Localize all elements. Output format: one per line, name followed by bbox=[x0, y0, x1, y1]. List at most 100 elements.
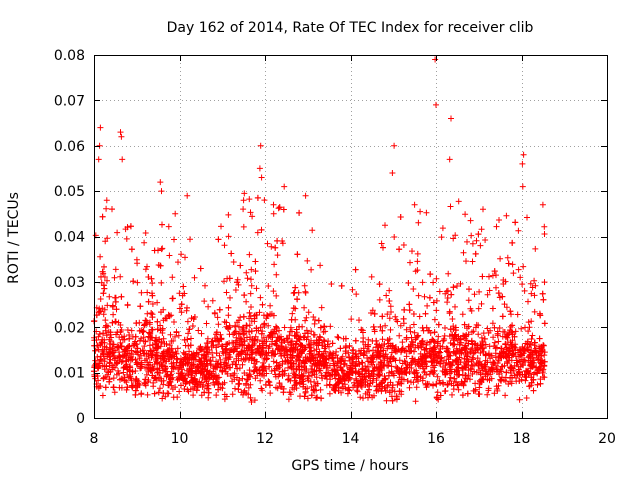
data-point bbox=[477, 242, 484, 249]
data-point bbox=[386, 298, 393, 304]
data-point bbox=[392, 357, 399, 364]
data-point bbox=[286, 332, 293, 339]
data-point bbox=[276, 371, 283, 378]
data-point bbox=[137, 365, 144, 372]
data-point bbox=[467, 305, 474, 312]
data-point bbox=[259, 338, 266, 345]
data-point bbox=[175, 332, 182, 339]
data-point bbox=[424, 380, 431, 387]
data-point bbox=[519, 183, 526, 190]
data-point bbox=[211, 310, 218, 317]
data-point bbox=[525, 328, 532, 335]
data-point bbox=[378, 388, 385, 395]
data-point bbox=[339, 353, 346, 360]
data-point bbox=[132, 391, 139, 398]
data-point bbox=[285, 372, 292, 379]
data-point bbox=[377, 359, 384, 366]
data-point bbox=[448, 115, 454, 122]
data-point bbox=[376, 353, 383, 360]
data-point bbox=[171, 319, 177, 325]
data-point bbox=[253, 350, 260, 357]
data-point bbox=[295, 333, 301, 340]
data-point bbox=[280, 389, 287, 396]
data-point bbox=[152, 374, 159, 381]
data-point bbox=[235, 351, 242, 358]
data-point bbox=[157, 327, 164, 334]
data-point bbox=[107, 356, 114, 363]
data-point bbox=[232, 287, 239, 293]
data-point bbox=[438, 234, 445, 241]
data-point bbox=[384, 345, 391, 352]
data-point bbox=[283, 335, 290, 342]
data-point bbox=[251, 367, 258, 374]
data-point bbox=[528, 374, 535, 381]
data-point bbox=[386, 315, 393, 322]
data-point bbox=[222, 346, 229, 353]
data-point bbox=[137, 337, 143, 344]
data-point bbox=[274, 325, 280, 331]
data-point bbox=[370, 353, 377, 360]
data-point bbox=[485, 351, 492, 358]
data-point bbox=[430, 279, 437, 286]
data-point bbox=[461, 355, 468, 362]
data-point bbox=[357, 382, 364, 389]
data-point bbox=[509, 261, 516, 268]
data-point bbox=[331, 386, 337, 393]
data-point bbox=[465, 297, 472, 304]
data-point bbox=[276, 380, 283, 387]
data-point bbox=[174, 356, 181, 363]
data-point bbox=[447, 340, 454, 346]
data-point bbox=[409, 248, 415, 255]
data-point bbox=[471, 291, 478, 298]
data-point bbox=[266, 379, 273, 386]
data-point bbox=[178, 301, 185, 308]
data-point bbox=[243, 269, 250, 276]
data-point bbox=[310, 386, 317, 393]
data-point bbox=[444, 299, 451, 306]
data-point bbox=[503, 333, 509, 340]
data-point bbox=[374, 373, 381, 379]
data-point bbox=[458, 380, 465, 387]
data-point bbox=[270, 210, 277, 217]
data-point bbox=[540, 296, 547, 303]
data-point bbox=[209, 297, 216, 304]
data-point bbox=[128, 327, 135, 334]
data-point bbox=[357, 378, 364, 385]
data-point bbox=[401, 358, 408, 365]
data-point bbox=[527, 280, 534, 287]
data-point bbox=[457, 339, 464, 346]
data-point bbox=[454, 348, 461, 354]
data-point bbox=[200, 381, 207, 388]
data-point bbox=[113, 371, 120, 378]
data-point bbox=[525, 298, 531, 305]
data-point bbox=[264, 312, 270, 318]
data-point bbox=[111, 389, 118, 396]
data-point bbox=[332, 375, 339, 382]
data-point bbox=[288, 316, 295, 323]
data-point bbox=[143, 364, 150, 371]
data-point bbox=[103, 332, 110, 339]
data-point bbox=[541, 279, 548, 286]
data-point bbox=[243, 390, 250, 397]
data-point bbox=[149, 301, 156, 307]
data-point bbox=[541, 231, 548, 237]
data-point bbox=[434, 358, 441, 365]
data-point bbox=[243, 380, 249, 387]
data-point bbox=[252, 375, 259, 382]
data-point bbox=[397, 214, 404, 220]
data-point bbox=[423, 209, 430, 216]
data-point bbox=[178, 251, 185, 258]
data-point bbox=[346, 387, 353, 394]
data-point bbox=[244, 275, 251, 282]
data-point bbox=[274, 252, 281, 259]
data-point bbox=[317, 334, 324, 341]
data-point bbox=[186, 326, 193, 333]
data-point bbox=[150, 383, 157, 390]
data-point bbox=[397, 322, 404, 329]
data-point bbox=[373, 377, 380, 384]
data-point bbox=[455, 386, 462, 393]
data-point bbox=[181, 290, 188, 297]
data-point bbox=[508, 364, 515, 371]
data-point bbox=[251, 397, 258, 404]
data-point bbox=[538, 357, 544, 364]
